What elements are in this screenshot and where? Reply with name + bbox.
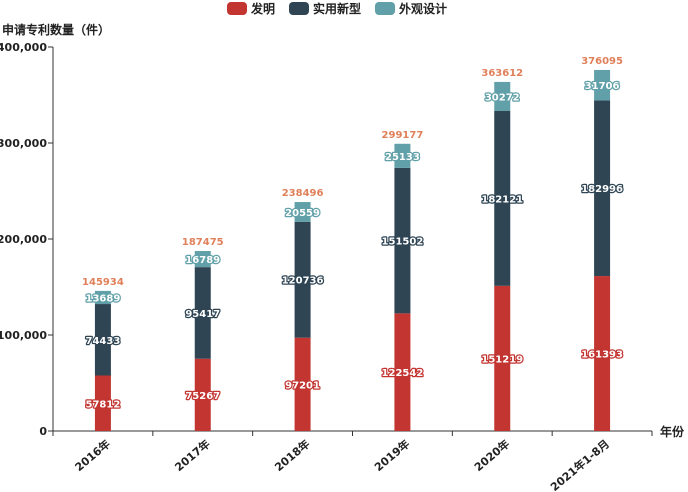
- bar-value-label: 74433: [86, 336, 121, 347]
- x-tick-label: 2019年: [371, 437, 412, 474]
- bar-total-label: 187475: [182, 237, 224, 248]
- bar-segment[interactable]: [294, 202, 311, 222]
- bar-segment[interactable]: [194, 358, 211, 431]
- bar-value-label: 120736: [282, 276, 324, 287]
- bar-segment[interactable]: [594, 100, 611, 277]
- bar-segment[interactable]: [494, 110, 511, 286]
- bar-segment[interactable]: [494, 285, 511, 431]
- bar-total-label: 363612: [481, 68, 523, 79]
- bar-segment[interactable]: [394, 167, 411, 314]
- bar-value-label: 20559: [285, 208, 320, 219]
- bar-total-label: 238496: [282, 188, 324, 199]
- bar-total-label: 376095: [581, 56, 623, 67]
- bar-segment[interactable]: [94, 290, 111, 305]
- bars: 57812 74433 13689 145934 75267 95417 16789 1874…: [82, 56, 624, 431]
- bar-value-label: 151502: [382, 237, 424, 248]
- legend-item[interactable]: 发明: [227, 1, 275, 16]
- bar-value-label: 30272: [485, 92, 520, 103]
- legend-label: 发明: [250, 1, 275, 16]
- y-tick-label: 400,000: [0, 41, 47, 54]
- bar-segment[interactable]: [194, 267, 211, 359]
- y-axis: 0 100,000 200,000 300,000 400,000: [0, 41, 54, 438]
- legend-label: 实用新型: [313, 1, 361, 16]
- bar-value-label: 161393: [581, 350, 623, 361]
- bar-segment[interactable]: [394, 143, 411, 168]
- bar-segment[interactable]: [294, 221, 311, 338]
- bar-segment[interactable]: [394, 313, 411, 431]
- bar-segment[interactable]: [494, 81, 511, 111]
- bar-value-label: 122542: [382, 368, 424, 379]
- legend-swatch: [375, 2, 395, 15]
- bar-total-label: 145934: [82, 277, 124, 288]
- bar-value-label: 16789: [185, 255, 220, 266]
- y-tick-label: 300,000: [0, 137, 47, 150]
- legend-item[interactable]: 外观设计: [375, 1, 447, 16]
- bar-value-label: 182996: [581, 184, 623, 195]
- legend-label: 外观设计: [399, 1, 447, 16]
- bar-value-label: 25133: [385, 152, 420, 163]
- x-tick-label: 2021年1-8月: [547, 437, 612, 492]
- y-tick-label: 200,000: [0, 233, 47, 246]
- bar-segment[interactable]: [94, 375, 111, 431]
- y-axis-title: 申请专利数量（件）: [2, 22, 110, 37]
- bar-value-label: 97201: [285, 380, 320, 391]
- bar-value-label: 95417: [185, 309, 220, 320]
- x-tick-label: 2016年: [72, 437, 113, 474]
- x-tick-label: 2018年: [272, 437, 313, 474]
- bar-value-label: 57812: [86, 399, 121, 410]
- bar-value-label: 75267: [185, 391, 220, 402]
- x-tick-label: 2020年: [471, 437, 512, 474]
- bar-total-label: 299177: [382, 130, 424, 141]
- y-tick-label: 0: [39, 425, 47, 438]
- bar-value-label: 151219: [481, 354, 523, 365]
- x-axis-title: 年份: [660, 424, 685, 439]
- legend-swatch: [289, 2, 309, 15]
- x-axis: 2016年 2017年 2018年 2019年 2020年 2021年1-8月: [52, 430, 653, 492]
- y-tick-label: 100,000: [0, 329, 47, 342]
- bar-segment[interactable]: [94, 304, 111, 376]
- bar-segment[interactable]: [594, 69, 611, 101]
- x-tick-label: 2017年: [172, 437, 213, 474]
- legend[interactable]: 发明 实用新型 外观设计: [227, 1, 447, 16]
- bar-value-label: 182121: [481, 194, 523, 205]
- bar-value-label: 13689: [86, 293, 121, 304]
- bar-value-label: 31706: [585, 81, 620, 92]
- bar-segment[interactable]: [194, 251, 211, 268]
- legend-item[interactable]: 实用新型: [289, 1, 361, 16]
- legend-swatch: [227, 2, 247, 15]
- bar-segment[interactable]: [594, 276, 611, 431]
- bar-segment[interactable]: [294, 337, 311, 431]
